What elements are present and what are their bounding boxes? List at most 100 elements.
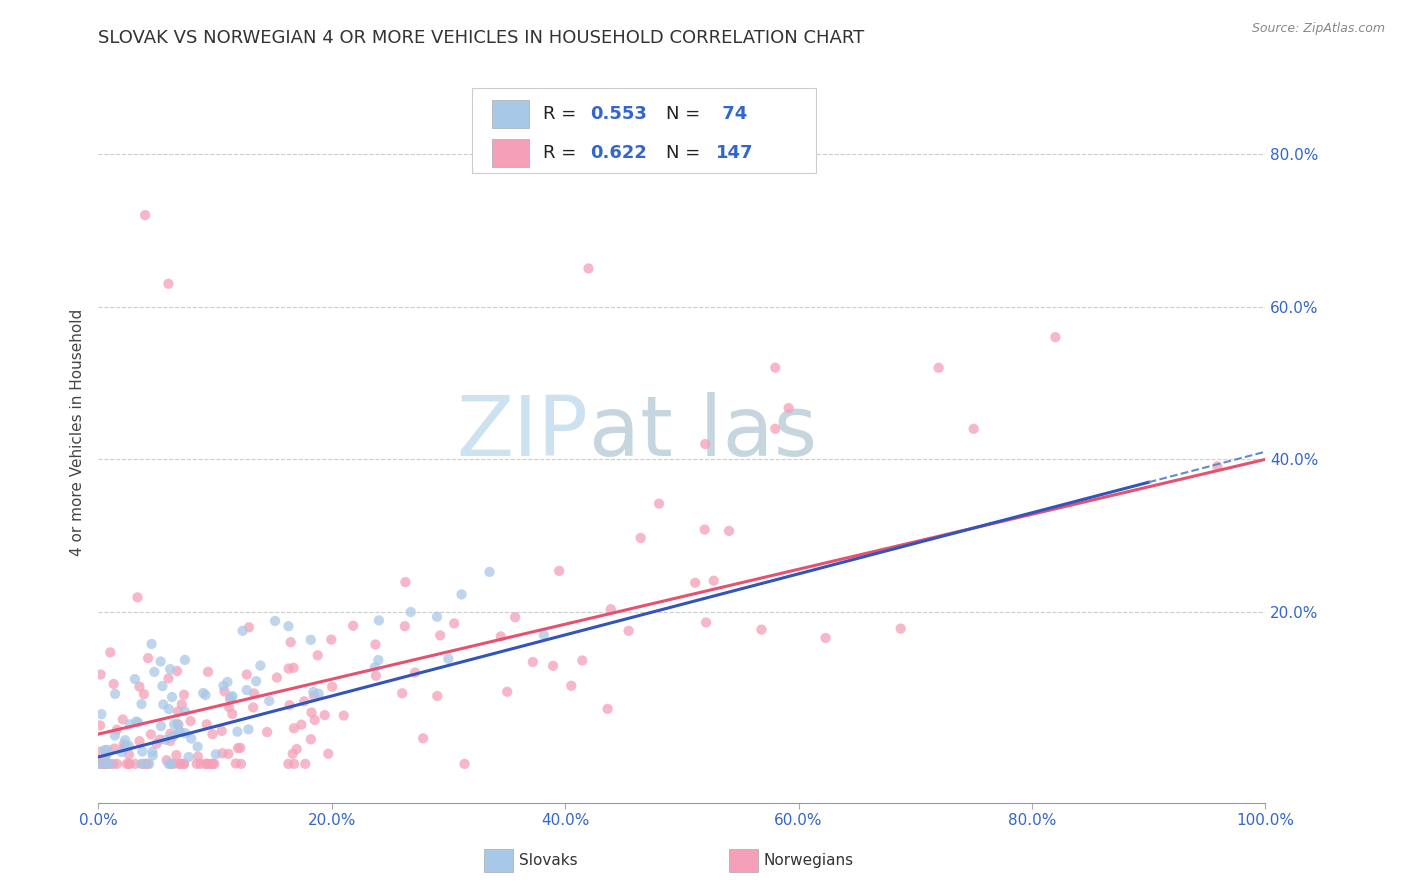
- Point: [364, 660, 387, 674]
- Point: [318, 747, 340, 761]
- Point: [478, 565, 501, 579]
- Point: [131, 697, 153, 711]
- Point: [599, 602, 621, 616]
- Point: [890, 622, 912, 636]
- Point: [285, 742, 308, 756]
- Point: [596, 702, 619, 716]
- Point: [277, 756, 299, 771]
- Point: [104, 729, 127, 743]
- Point: [412, 731, 434, 746]
- Text: 74: 74: [716, 105, 747, 123]
- Point: [89, 756, 111, 771]
- Point: [166, 717, 188, 731]
- Point: [157, 277, 180, 291]
- Point: [962, 422, 984, 436]
- Point: [139, 727, 162, 741]
- Point: [128, 734, 150, 748]
- Point: [453, 756, 475, 771]
- Y-axis label: 4 or more Vehicles in Household: 4 or more Vehicles in Household: [69, 309, 84, 557]
- Point: [118, 747, 141, 762]
- Point: [229, 756, 252, 771]
- Point: [194, 756, 217, 771]
- Text: N =: N =: [665, 105, 706, 123]
- Point: [124, 756, 146, 771]
- Point: [115, 739, 138, 754]
- Point: [283, 721, 305, 735]
- Point: [165, 748, 187, 763]
- Point: [299, 632, 322, 647]
- Point: [364, 669, 387, 683]
- Point: [93, 756, 115, 771]
- Point: [90, 667, 112, 681]
- Point: [145, 737, 167, 751]
- Point: [426, 689, 449, 703]
- Point: [167, 705, 190, 719]
- Point: [155, 753, 177, 767]
- Point: [173, 756, 195, 771]
- Point: [533, 628, 555, 642]
- Point: [578, 261, 600, 276]
- Point: [201, 756, 224, 771]
- Bar: [484, 849, 513, 871]
- Point: [321, 680, 343, 694]
- Point: [292, 694, 315, 708]
- Point: [763, 422, 786, 436]
- Point: [173, 688, 195, 702]
- Point: [229, 740, 252, 755]
- Point: [308, 687, 330, 701]
- Point: [131, 745, 153, 759]
- Point: [167, 717, 190, 731]
- Bar: [728, 849, 758, 871]
- Point: [118, 739, 141, 753]
- Point: [136, 651, 159, 665]
- Point: [163, 717, 186, 731]
- Point: [443, 616, 465, 631]
- Point: [180, 731, 202, 746]
- Point: [112, 739, 135, 754]
- Point: [560, 679, 582, 693]
- Point: [703, 574, 725, 588]
- Point: [169, 724, 191, 739]
- Point: [118, 756, 141, 771]
- Point: [187, 749, 209, 764]
- Point: [450, 587, 472, 601]
- Point: [173, 704, 195, 718]
- Point: [249, 658, 271, 673]
- Point: [89, 756, 111, 771]
- Point: [157, 756, 180, 771]
- Point: [152, 698, 174, 712]
- Point: [778, 401, 800, 415]
- Point: [718, 524, 741, 538]
- Point: [294, 756, 316, 771]
- Point: [277, 619, 299, 633]
- Point: [683, 575, 706, 590]
- Point: [307, 648, 329, 663]
- Point: [155, 732, 177, 747]
- Point: [264, 614, 287, 628]
- Point: [177, 750, 200, 764]
- Text: Source: ZipAtlas.com: Source: ZipAtlas.com: [1251, 22, 1385, 36]
- Point: [105, 756, 128, 771]
- Point: [299, 732, 322, 747]
- Point: [301, 706, 323, 720]
- Point: [232, 624, 254, 638]
- Point: [429, 628, 451, 642]
- Point: [201, 727, 224, 741]
- Point: [211, 747, 233, 761]
- Point: [89, 745, 111, 759]
- Point: [245, 674, 267, 689]
- Point: [159, 734, 181, 748]
- Point: [394, 619, 416, 633]
- Point: [197, 756, 219, 771]
- Point: [218, 700, 240, 714]
- Point: [302, 685, 325, 699]
- Point: [426, 609, 449, 624]
- Point: [332, 708, 354, 723]
- Text: 147: 147: [716, 144, 754, 161]
- Point: [280, 635, 302, 649]
- Point: [630, 531, 652, 545]
- Point: [211, 723, 233, 738]
- Point: [281, 747, 304, 761]
- Point: [302, 689, 325, 703]
- Point: [169, 756, 191, 771]
